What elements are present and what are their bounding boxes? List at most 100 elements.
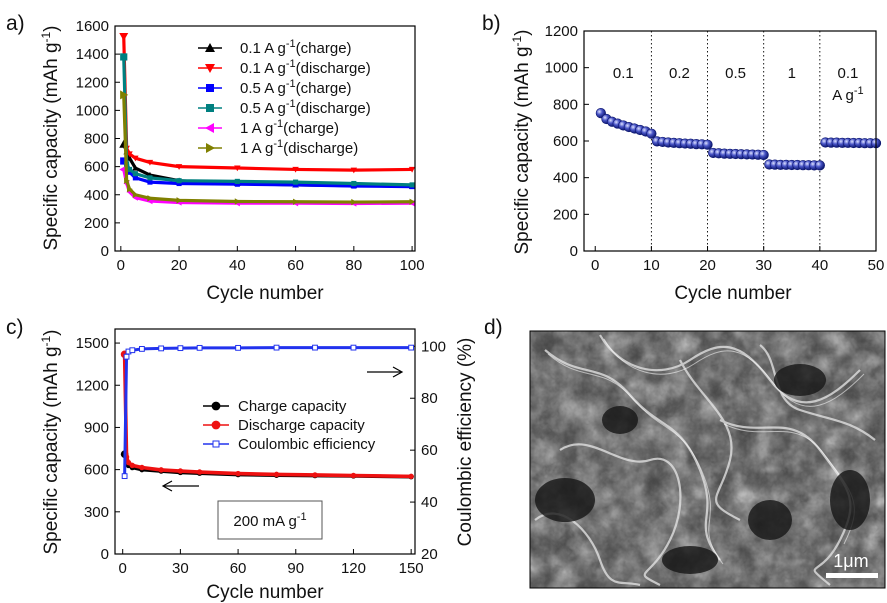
data-point [196, 469, 203, 475]
legend-entry-text: 1 A g [240, 120, 273, 137]
data-point [408, 166, 416, 173]
data-point [124, 177, 130, 184]
legend-entry-5: 1 A g-1(discharge) [240, 138, 358, 157]
scale-bar [826, 573, 878, 578]
segment-unit-text: A g [832, 87, 854, 104]
panel-b-plot-frame [583, 30, 877, 252]
x-tick-label: 30 [172, 560, 189, 577]
data-point [147, 179, 153, 185]
x-tick-label: 0 [591, 257, 599, 274]
data-point [132, 155, 139, 162]
data-point [146, 159, 154, 166]
data-point [350, 167, 358, 174]
x-tick-label: 0 [117, 257, 125, 274]
data-point [176, 197, 183, 204]
panel-b-y-axis-title: Specific capacity (mAh g-1) [510, 29, 533, 254]
x-tick-label: 90 [287, 560, 304, 577]
x-tick-label: 10 [643, 257, 660, 274]
data-point [127, 169, 133, 175]
y-tick-label: 300 [84, 504, 109, 521]
x-tick-label: 20 [171, 257, 188, 274]
legend-entry-suffix: (charge) [296, 40, 352, 57]
x-tick-label: 150 [399, 560, 424, 577]
series-line-1 [122, 36, 413, 172]
scale-bar-label: 1μm [833, 551, 868, 571]
arrow-to-left-axis [161, 480, 199, 492]
data-point [127, 185, 133, 193]
data-point [158, 467, 164, 473]
segment-unit-label: A g-1 [832, 85, 863, 104]
y-tick-label: 0 [101, 243, 109, 260]
y-tick-label: 1200 [76, 377, 109, 394]
segment-unit-sup: -1 [854, 85, 864, 97]
y-tick-label: 200 [553, 206, 578, 223]
legend-entry-text: 0.1 A g [240, 60, 286, 77]
data-point [234, 198, 241, 205]
x-tick-label: 60 [287, 257, 304, 274]
legend-entry-sup: -1 [286, 98, 296, 110]
data-point [702, 139, 713, 150]
panel-d-label: d) [484, 316, 503, 339]
panel-b-label: b) [482, 12, 501, 35]
data-point [196, 344, 203, 351]
data-point [132, 164, 139, 171]
data-point [132, 171, 138, 177]
y-tick-label: 1500 [76, 335, 109, 352]
x-tick-label: 30 [755, 257, 772, 274]
legend-entry-sup: -1 [273, 138, 283, 150]
panel-c-legend: Charge capacity Discharge capacity Coulomb… [203, 398, 376, 453]
data-point [176, 178, 182, 184]
data-point [120, 90, 129, 100]
legend-entry-1: 0.1 A g-1(discharge) [240, 58, 371, 77]
data-point [293, 179, 299, 185]
sem-micrograph [529, 330, 886, 589]
panel-c-x-axis-title: Cycle number [206, 582, 324, 603]
x-tick-label: 40 [229, 257, 246, 274]
y-tick-label: 600 [84, 159, 109, 176]
data-point [120, 157, 128, 165]
legend-entry-suffix: (discharge) [296, 100, 371, 117]
y-tick-label: 600 [553, 133, 578, 150]
panel-b-ticks: 0 10 20 30 40 50 0 200 400 600 800 1000 1200 [545, 23, 885, 274]
data-point [139, 464, 145, 471]
current-density-label: 200 mA g-1 [233, 511, 306, 530]
y-tick-label: 1400 [76, 46, 109, 63]
x-tick-label: 50 [868, 257, 885, 274]
data-point [814, 160, 825, 171]
legend-entry-sup: -1 [273, 118, 283, 130]
y-tick-label: 400 [84, 187, 109, 204]
y-tick-label: 800 [553, 96, 578, 113]
legend-entry-1: Discharge capacity [238, 417, 365, 434]
arrow-to-right-axis [367, 366, 404, 378]
data-point [758, 149, 769, 161]
legend-entry-suffix: (discharge) [296, 60, 371, 77]
panel-a-plot-frame [114, 25, 416, 252]
y2-tick-label: 60 [421, 442, 438, 459]
y2-tick-label: 100 [421, 338, 446, 355]
data-point [293, 182, 299, 188]
panel-a-y-axis-title: Specific capacity (mAh g-1) [39, 25, 62, 250]
panel-d: d) [484, 316, 886, 589]
x-tick-label: 0 [119, 560, 127, 577]
y-tick-label: 600 [84, 462, 109, 479]
data-point [409, 182, 415, 188]
series-line-1 [122, 354, 412, 479]
data-point [139, 346, 145, 352]
legend-entry-sup: -1 [286, 78, 296, 90]
data-point [147, 195, 154, 202]
data-point [121, 473, 128, 480]
data-point [312, 344, 318, 351]
legend-entry-text: 0.5 A g [240, 80, 286, 97]
current-density-box [217, 500, 323, 540]
panel-a-x-axis-title: Cycle number [206, 283, 324, 304]
segment-label: 1 [788, 65, 796, 82]
data-point [177, 345, 184, 352]
legend-entry-sup: -1 [286, 58, 296, 70]
segment-label: 0.2 [669, 65, 690, 82]
panel-a: a) 0 20 40 60 80 1000200400600800100012001400… [6, 12, 425, 304]
panel-c: c) 0 30 60 90 120 150030060090012001500204060… [6, 316, 476, 603]
legend-marker-5 [206, 143, 215, 153]
data-point [177, 468, 184, 474]
